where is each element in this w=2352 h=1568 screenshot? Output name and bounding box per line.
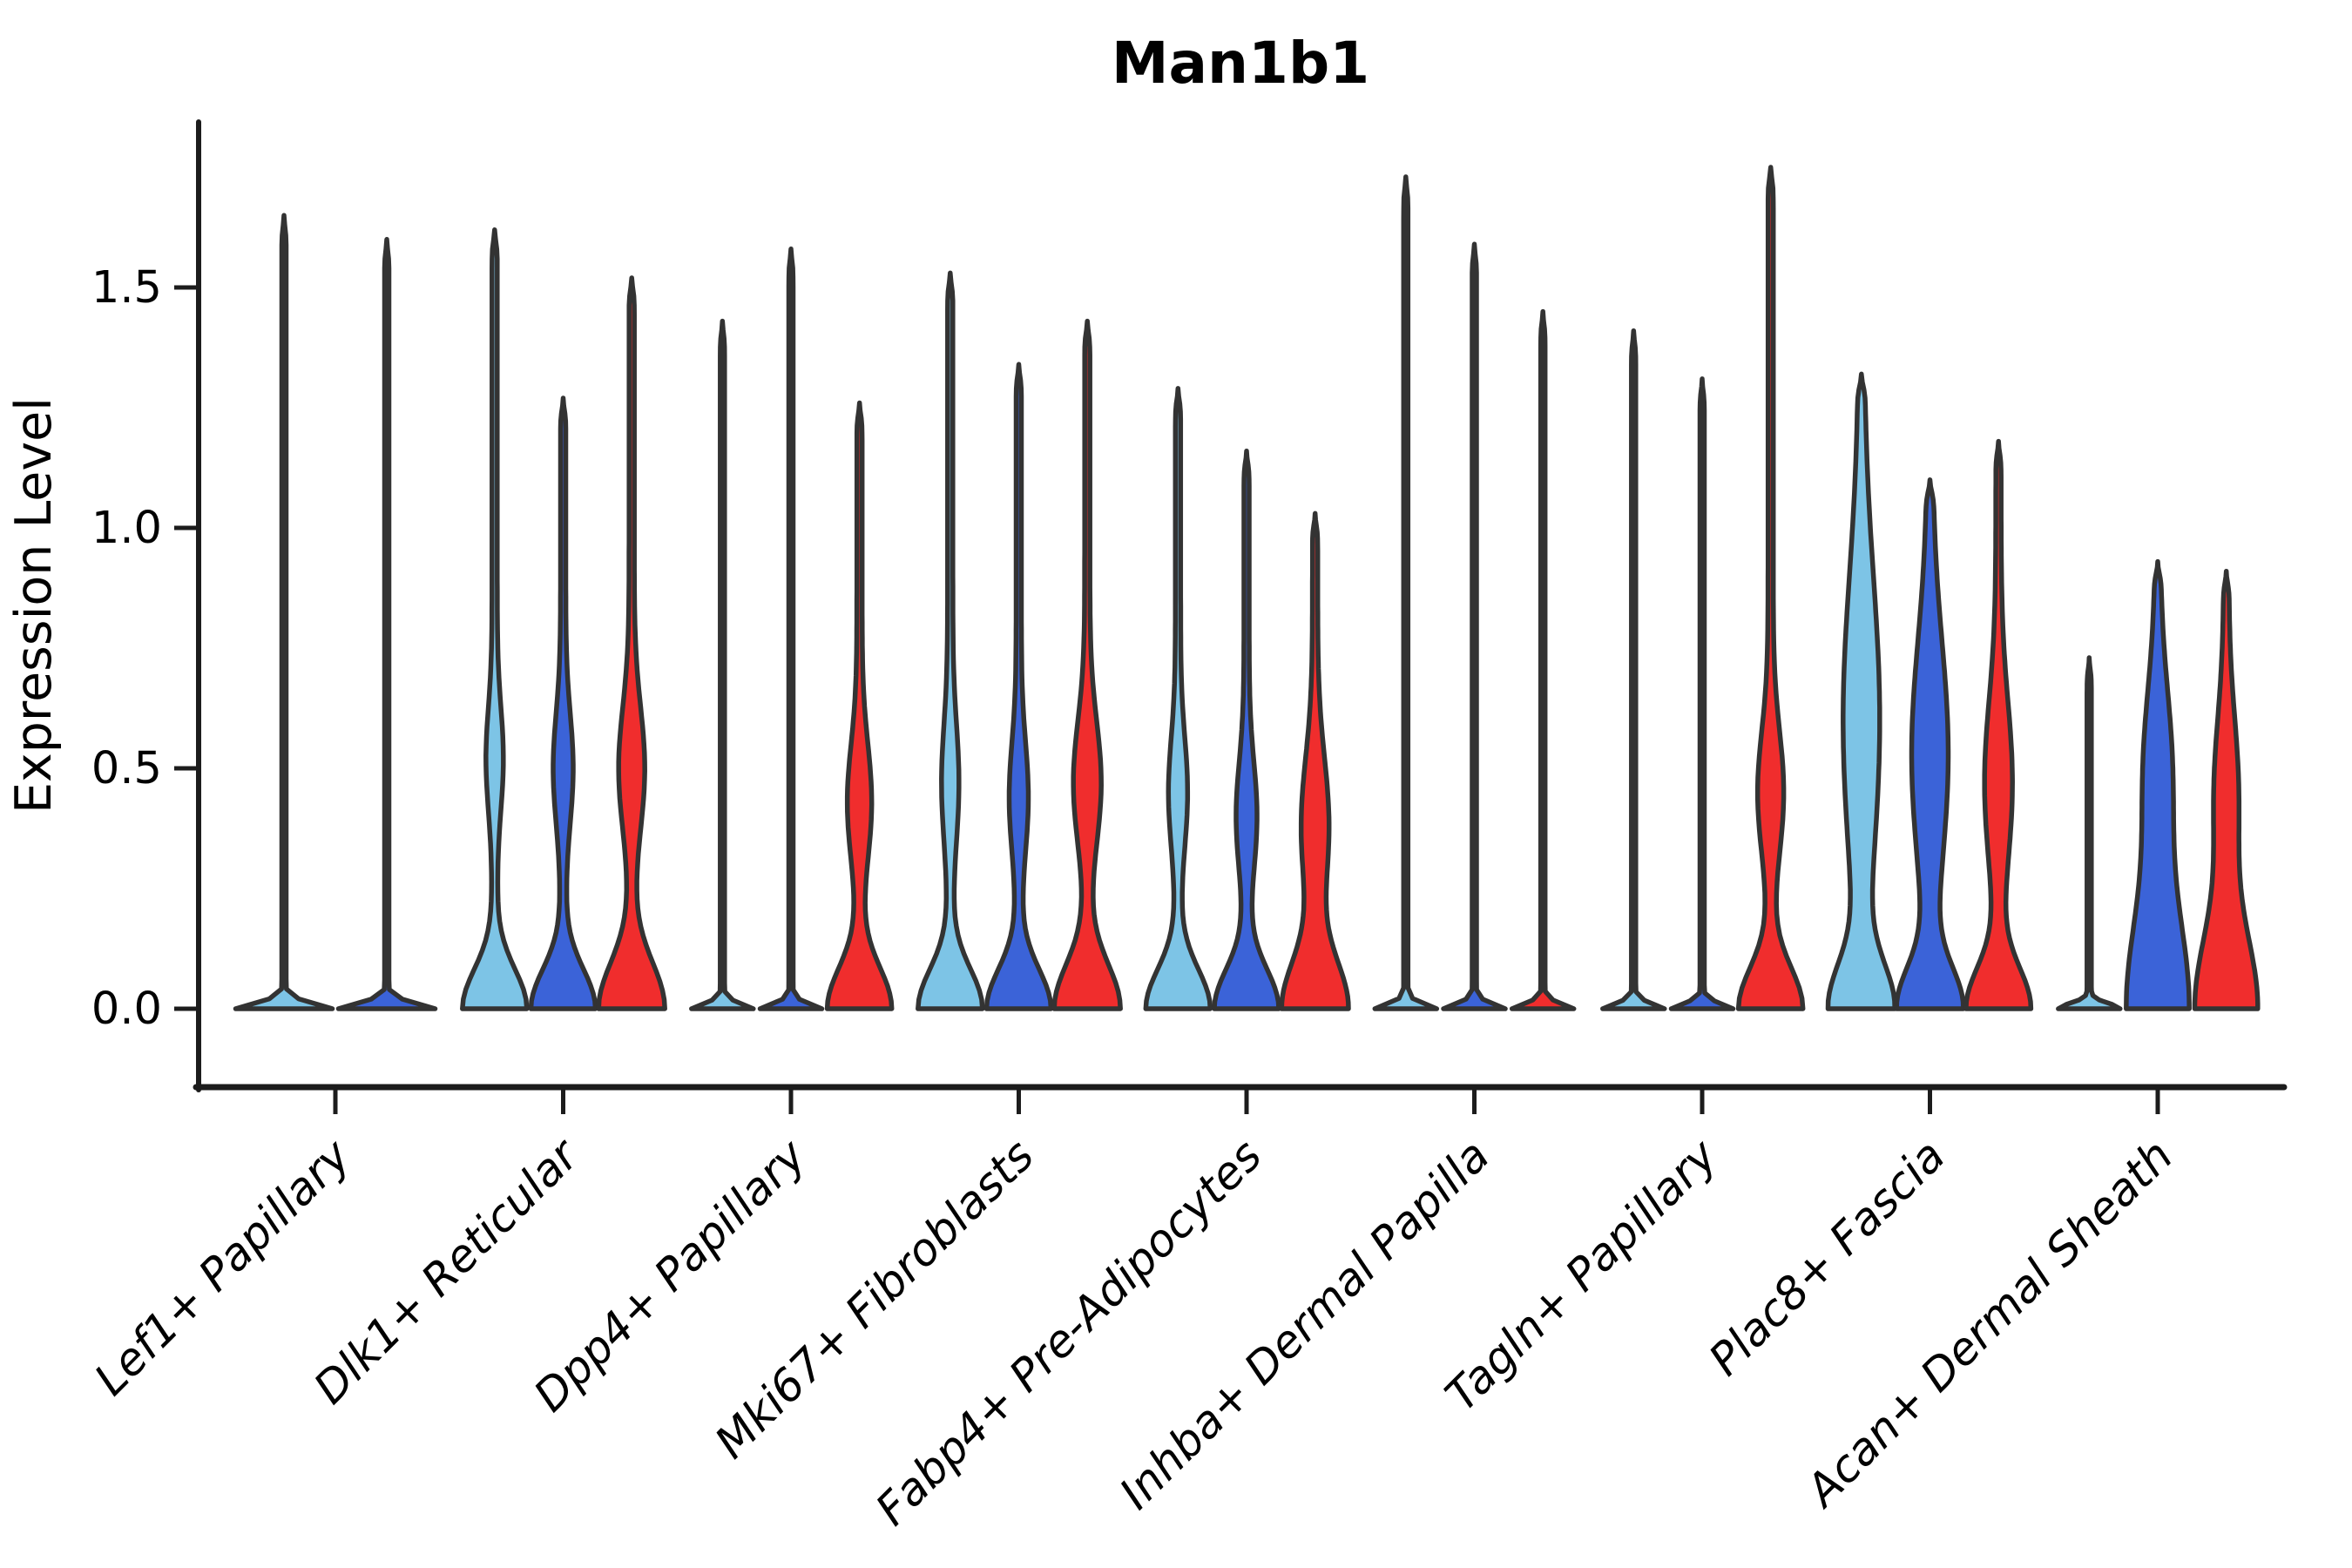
violin-dlk1-reticular-light_blue [460, 227, 530, 1011]
violin-tagln-papillary-red [1735, 165, 1806, 1011]
violin-inhba-dermal-papilla-light_blue [1372, 174, 1440, 1011]
violin-lef1-papillary-blue [335, 237, 438, 1011]
violin-plac8-fascia-red [1963, 438, 2034, 1011]
y-tick-label: 0.5 [91, 743, 162, 794]
violin-dpp4-papillary-light_blue [689, 318, 756, 1011]
y-tick-label: 0.0 [91, 983, 162, 1035]
x-tick-label: Plac8+ Fascia [1700, 1130, 1956, 1386]
violin-tagln-papillary-blue [1668, 376, 1736, 1011]
violin-mki67-fibroblasts-light_blue [916, 270, 985, 1011]
chart-title: Man1b1 [1112, 30, 1369, 97]
violin-inhba-dermal-papilla-red [1509, 308, 1577, 1011]
violin-tagln-papillary-light_blue [1600, 328, 1667, 1011]
y-tick-label: 1.5 [91, 262, 162, 314]
violin-dpp4-papillary-red [824, 400, 895, 1011]
violin-fabp4-pre-adipocytes-light_blue [1143, 386, 1213, 1011]
y-tick-label: 1.0 [91, 503, 162, 554]
violin-mki67-fibroblasts-red [1051, 318, 1123, 1011]
violin-mki67-fibroblasts-blue [983, 362, 1054, 1011]
violin-plac8-fascia-blue [1894, 477, 1966, 1011]
violin-series [233, 165, 2261, 1011]
violin-lef1-papillary-light_blue [233, 213, 335, 1011]
y-axis-label: Expression Level [5, 397, 63, 814]
x-tick-label: Inhba+ Dermal Papilla [1111, 1130, 1500, 1519]
violin-acan-dermal-sheath-light_blue [2056, 655, 2123, 1011]
violin-plac8-fascia-light_blue [1825, 371, 1897, 1011]
violin-dpp4-papillary-blue [757, 247, 825, 1011]
axes [193, 119, 2288, 1092]
violin-acan-dermal-sheath-blue [2124, 558, 2192, 1011]
x-tick-label: Fabp4+ Pre-Adipocytes [867, 1130, 1273, 1536]
violin-fabp4-pre-adipocytes-blue [1212, 448, 1281, 1011]
y-axis-ticks: 0.0 0.5 1.0 1.5 [91, 262, 198, 1035]
x-tick-label: Acan+ Dermal Sheath [1795, 1130, 2183, 1517]
violin-dlk1-reticular-blue [528, 395, 598, 1011]
violin-acan-dermal-sheath-red [2192, 568, 2261, 1011]
violin-dlk1-reticular-red [596, 275, 667, 1011]
violin-inhba-dermal-papilla-blue [1441, 241, 1508, 1011]
violin-fabp4-pre-adipocytes-red [1279, 510, 1351, 1011]
